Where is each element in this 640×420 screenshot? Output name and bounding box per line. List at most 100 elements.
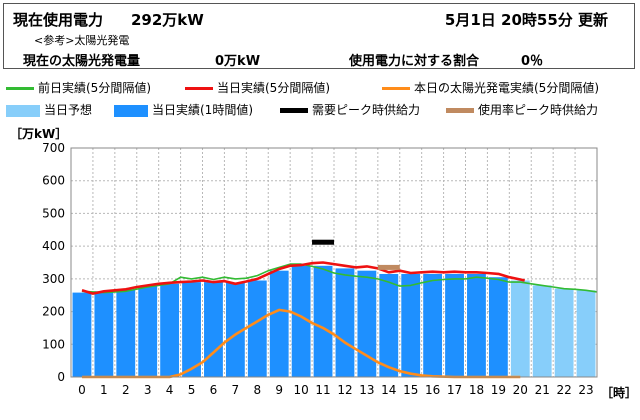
solar-ratio-label: 使用電力に対する割合	[349, 54, 480, 69]
legend-label-today-5min: 当日実績(5分間隔値)	[217, 81, 330, 95]
actual-bar	[247, 280, 267, 377]
x-tick-label: 4	[166, 383, 174, 397]
y-tick-label: 600	[42, 174, 65, 188]
forecast-bar	[576, 290, 596, 377]
actual-bar	[116, 289, 136, 377]
x-tick-label: 5	[188, 383, 196, 397]
y-tick-label: 400	[42, 239, 65, 253]
x-tick-label: 19	[491, 383, 506, 397]
reference-note: <参考>太陽光発電	[34, 34, 130, 47]
line-layer	[81, 261, 598, 379]
legend-label-forecast: 当日予想	[44, 103, 93, 117]
legend-label-demand-peak: 需要ピーク時供給力	[312, 103, 421, 117]
y-tick-label: 300	[42, 272, 65, 286]
legend-item-today-5min: 当日実績(5分間隔値)	[185, 81, 330, 95]
update-time: 5月1日 20時55分 更新	[444, 11, 608, 29]
x-tick-label: 12	[337, 383, 352, 397]
legend-swatch-today-5min	[185, 87, 213, 90]
x-tick-label: 20	[513, 383, 528, 397]
legend-item-prev-day: 前日実績(5分間隔値)	[6, 81, 151, 95]
y-axis-label: ［万kW］	[10, 126, 67, 141]
solar-generation-label: 現在の太陽光発電量	[23, 54, 141, 69]
actual-bar	[488, 277, 508, 377]
actual-bar	[445, 273, 464, 377]
x-tick-label: 14	[381, 383, 396, 397]
actual-bar	[269, 270, 289, 377]
x-tick-label: 7	[232, 383, 240, 397]
x-tick-label: 15	[403, 383, 418, 397]
x-tick-label: 0	[78, 383, 86, 397]
actual-bar	[313, 265, 333, 377]
x-tick-label: 3	[144, 383, 152, 397]
legend-item-solar-today: 本日の太陽光発電実績(5分間隔値)	[382, 81, 599, 95]
actual-bar	[160, 283, 180, 377]
header-panel: 現在使用電力 292万kW 5月1日 20時55分 更新 <参考>太陽光発電 現…	[3, 3, 635, 69]
x-tick-label: 22	[556, 383, 571, 397]
y-tick-label: 500	[42, 206, 65, 220]
actual-bar	[401, 273, 421, 377]
legend-label-prev-day: 前日実績(5分間隔値)	[38, 81, 151, 95]
plot-frame	[70, 147, 598, 378]
actual-bar	[379, 273, 399, 377]
x-tick-label: 9	[275, 383, 283, 397]
legend-label-usage-peak: 使用率ピーク時供給力	[478, 103, 599, 117]
x-tick-label: 16	[425, 383, 440, 397]
legend-swatch-usage-peak	[446, 108, 474, 113]
current-usage-label: 現在使用電力	[13, 11, 104, 29]
legend-item-demand-peak: 需要ピーク時供給力	[280, 103, 420, 117]
legend-item-forecast: 当日予想	[6, 103, 92, 117]
y-tick-label: 100	[42, 337, 65, 351]
legend-item-usage-peak: 使用率ピーク時供給力	[446, 103, 598, 117]
legend-label-solar-today: 本日の太陽光発電実績(5分間隔値)	[414, 81, 599, 95]
x-axis-label: ［時］	[601, 385, 637, 400]
x-tick-label: 18	[469, 383, 484, 397]
forecast-bar	[532, 285, 552, 377]
y-tick-label: 0	[57, 370, 65, 384]
actual-bar	[467, 273, 486, 377]
x-tick-label: 21	[535, 383, 550, 397]
actual-bar	[204, 282, 223, 377]
x-tick-label: 13	[359, 383, 374, 397]
y-tick-label: 200	[42, 305, 65, 319]
today-5min-line	[81, 261, 525, 295]
x-tick-label: 2	[122, 383, 130, 397]
actual-bar	[291, 265, 311, 377]
chart-legend: 前日実績(5分間隔値) 当日実績(5分間隔値) 本日の太陽光発電実績(5分間隔値…	[0, 78, 640, 122]
legend-swatch-actual-hourly	[114, 104, 148, 117]
actual-bar	[335, 268, 355, 377]
actual-bar	[357, 270, 377, 377]
actual-bar	[225, 282, 245, 377]
forecast-bar	[510, 280, 530, 377]
solar-ratio-value: 0％	[521, 54, 544, 69]
x-tick-label: 6	[210, 383, 218, 397]
x-tick-label: 23	[578, 383, 593, 397]
prev-day-line	[81, 263, 598, 294]
x-tick-label: 8	[253, 383, 261, 397]
legend-swatch-prev-day	[6, 87, 34, 90]
legend-swatch-demand-peak	[280, 108, 308, 113]
legend-item-actual-hourly: 当日実績(1時間値)	[114, 103, 253, 117]
actual-bar	[72, 292, 92, 377]
actual-bar	[138, 286, 158, 377]
demand-peak-marker	[312, 239, 335, 245]
actual-bar	[94, 291, 114, 377]
current-usage-value: 292万kW	[131, 11, 204, 29]
x-tick-label: 1	[100, 383, 108, 397]
marker-layer	[312, 239, 400, 270]
x-tick-label: 10	[293, 383, 308, 397]
legend-label-actual-hourly: 当日実績(1時間値)	[152, 103, 253, 117]
bar-layer	[72, 265, 596, 377]
usage-peak-marker	[377, 264, 400, 270]
x-tick-label: 17	[447, 383, 462, 397]
solar-generation-value: 0万kW	[215, 54, 261, 69]
actual-bar	[182, 282, 201, 377]
legend-swatch-forecast	[6, 104, 40, 117]
x-tick-label: 11	[315, 383, 330, 397]
forecast-bar	[554, 288, 574, 377]
actual-bar	[423, 273, 443, 377]
legend-swatch-solar-today	[382, 87, 410, 90]
y-tick-label: 700	[42, 141, 65, 155]
solar-line	[82, 308, 521, 379]
